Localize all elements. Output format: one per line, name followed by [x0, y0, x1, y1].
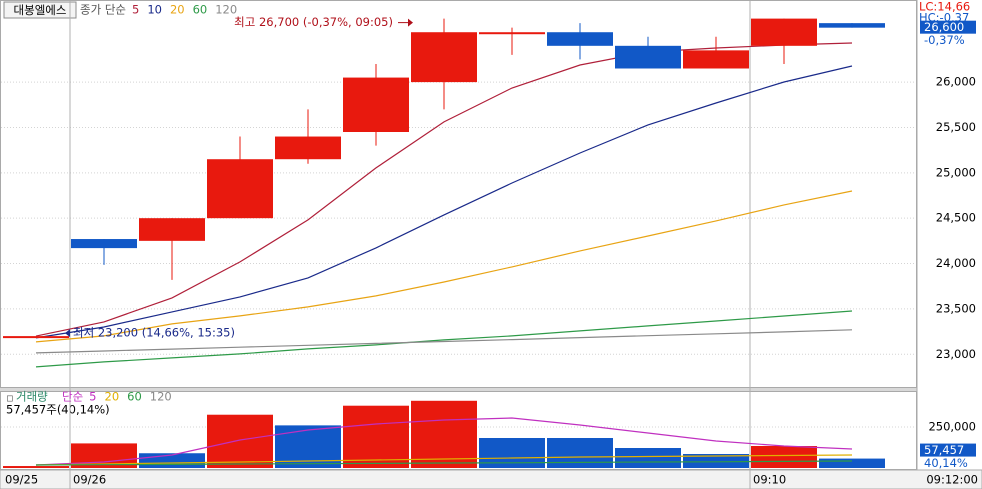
low-annotation: 최저 23,200 (14,66%, 15:35)	[73, 326, 235, 340]
pane-icon: ▫	[6, 391, 14, 405]
annotation-arrowhead	[65, 329, 70, 338]
volume-bar	[683, 454, 749, 468]
last-price-box	[920, 20, 976, 34]
volume-bar	[207, 414, 273, 468]
annotation-arrowhead	[408, 18, 413, 27]
title-box[interactable]	[3, 1, 77, 19]
candle-body	[71, 239, 137, 249]
volume-bar	[479, 438, 545, 468]
volume-summary: 57,457주(40,14%)	[6, 403, 110, 417]
pane-separator	[0, 388, 917, 391]
candle-body	[479, 32, 545, 35]
candle-body	[819, 23, 885, 28]
x-tick-label: 09/26	[73, 473, 106, 487]
y-tick-label: 26,000	[936, 75, 976, 89]
legend-entry: 20	[105, 390, 120, 404]
y-tick-label: 23,500	[936, 301, 976, 315]
legend-title: 단순	[62, 390, 83, 404]
legend-title: 종가 단순	[80, 3, 126, 17]
last-price: 26,600	[924, 20, 964, 34]
volume-bar	[343, 405, 409, 468]
candle-body	[207, 159, 273, 219]
legend-entry: 5	[132, 3, 139, 17]
y-tick-label: 25,500	[936, 120, 976, 134]
ma-line	[35, 460, 853, 466]
y-tick-label: 24,000	[936, 256, 976, 270]
legend-entry: 10	[147, 3, 162, 17]
last-change: 40,14%	[924, 456, 968, 470]
last-change: -0,37%	[924, 33, 965, 47]
last-value-box	[920, 443, 976, 457]
candle-body	[139, 218, 205, 241]
ma-line	[35, 329, 853, 354]
ma-line	[35, 454, 853, 466]
y-tick-label: 250,000	[928, 420, 976, 434]
ma-line	[35, 65, 853, 339]
legend-entry: 120	[215, 3, 237, 17]
legend-entry: 60	[193, 3, 208, 17]
lc-label: LC:14,66	[919, 0, 970, 14]
candle-body	[547, 32, 613, 46]
legend-entry: 20	[170, 3, 185, 17]
chart-title: 대봉엘에스	[14, 3, 67, 17]
legend-entry: 60	[127, 390, 142, 404]
volume-bar	[3, 466, 69, 468]
candle-body	[343, 77, 409, 132]
high-annotation: 최고 26,700 (-0,37%, 09:05)	[234, 15, 393, 29]
candle-body	[411, 32, 477, 83]
ma-line	[35, 190, 853, 343]
candle-body	[615, 45, 681, 69]
volume-bar	[547, 438, 613, 468]
y-tick-label: 24,500	[936, 211, 976, 225]
candle-body	[3, 336, 69, 339]
x-tick-label: 09/25	[5, 473, 38, 487]
volume-title: 거래량	[16, 390, 48, 404]
volume-bar	[411, 400, 477, 468]
time-label: 09:12:00	[926, 473, 978, 487]
candle-body	[751, 18, 817, 46]
legend-entry: 5	[89, 390, 96, 404]
ma-line	[35, 310, 853, 368]
last-value: 57,457	[924, 443, 964, 457]
volume-bar	[751, 446, 817, 468]
y-tick-label: 25,000	[936, 165, 976, 179]
y-tick-label: 23,000	[936, 347, 976, 361]
x-axis-strip	[0, 469, 982, 489]
ma-line	[35, 417, 853, 466]
volume-bar	[819, 458, 885, 468]
candle-body	[683, 50, 749, 69]
legend-entry: 120	[150, 390, 172, 404]
volume-bar	[615, 448, 681, 468]
candle-body	[275, 136, 341, 160]
x-tick-label: 09:10	[753, 473, 786, 487]
